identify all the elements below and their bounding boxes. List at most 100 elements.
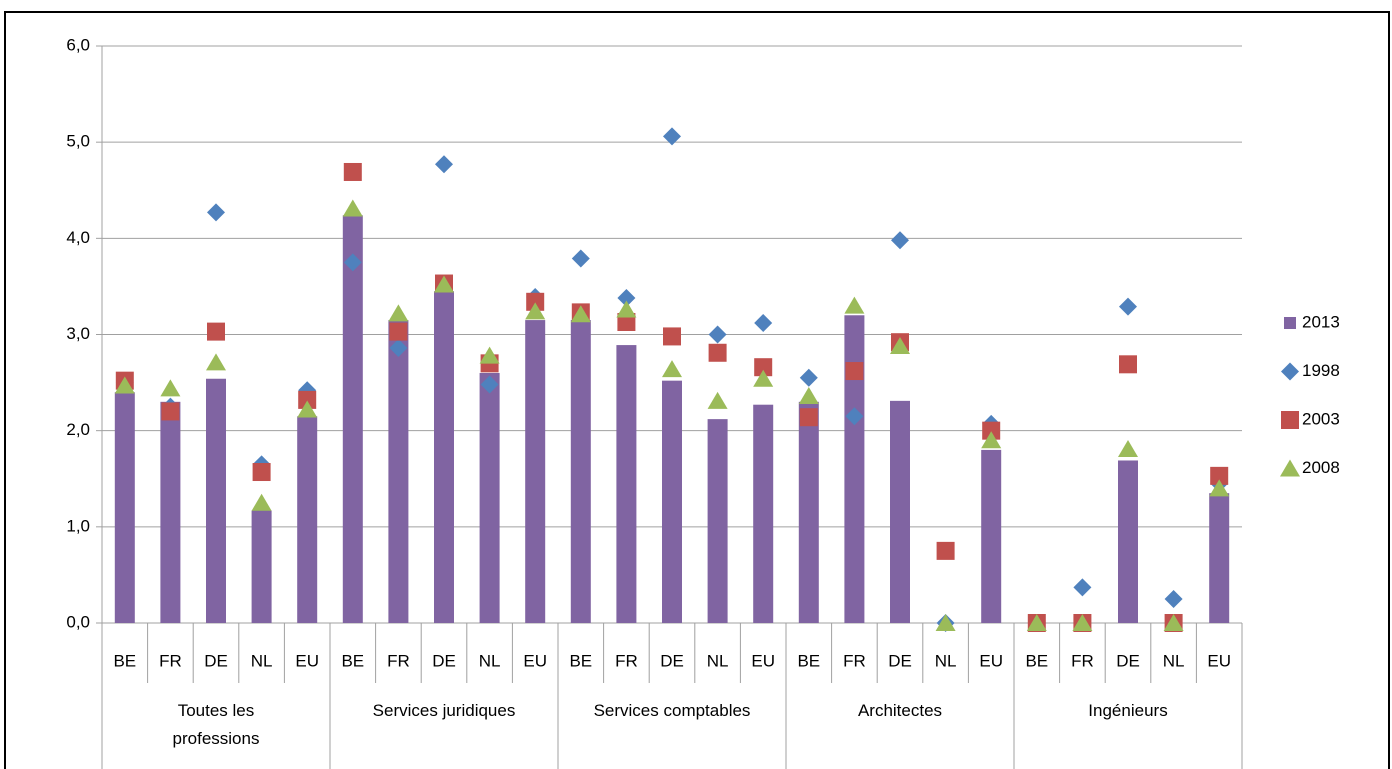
x-tick-label: FR	[387, 651, 410, 670]
marker	[1281, 411, 1299, 429]
y-tick-label: 6,0	[66, 35, 90, 54]
legend-label: 1998	[1302, 361, 1340, 380]
bar	[434, 291, 454, 623]
marker	[435, 155, 453, 174]
x-tick-label: EU	[751, 651, 775, 670]
y-tick-label: 2,0	[66, 420, 90, 439]
bar	[890, 400, 910, 623]
marker	[1026, 614, 1047, 631]
group-label: Ingénieurs	[1088, 701, 1168, 720]
y-tick-label: 3,0	[66, 324, 90, 343]
y-tick-label: 1,0	[66, 516, 90, 535]
x-tick-label: BE	[797, 651, 820, 670]
x-tick-label: DE	[432, 651, 456, 670]
marker	[1073, 578, 1092, 597]
x-tick-label: FR	[1071, 651, 1094, 670]
marker	[891, 231, 909, 250]
marker	[799, 408, 818, 427]
marker	[207, 203, 225, 222]
marker	[343, 162, 362, 181]
marker	[982, 421, 1001, 440]
bar	[251, 510, 272, 623]
marker	[890, 337, 910, 355]
bar	[753, 404, 774, 623]
bar	[160, 401, 181, 623]
marker	[480, 375, 499, 394]
group-label: Services juridiques	[372, 701, 516, 720]
bar	[798, 401, 819, 623]
marker	[1163, 614, 1184, 631]
marker	[707, 391, 728, 409]
x-tick-label: FR	[159, 651, 182, 670]
marker	[845, 362, 864, 381]
bar	[388, 320, 409, 623]
bar	[616, 345, 637, 623]
x-tick-label: DE	[888, 651, 912, 670]
x-tick-label: FR	[615, 651, 638, 670]
marker	[798, 387, 819, 405]
group-label: Services comptables	[593, 701, 751, 720]
x-tick-label: FR	[843, 651, 866, 670]
y-tick-label: 4,0	[66, 228, 90, 247]
marker	[1072, 614, 1093, 631]
marker	[708, 343, 727, 362]
marker	[389, 338, 408, 357]
bar	[844, 315, 865, 623]
marker	[161, 402, 180, 421]
bar	[707, 419, 728, 623]
x-tick-label: NL	[935, 651, 957, 670]
x-tick-label: BE	[569, 651, 592, 670]
x-tick-label: DE	[204, 651, 228, 670]
x-tick-label: NL	[1163, 651, 1185, 670]
marker	[754, 313, 773, 332]
marker	[388, 304, 409, 322]
group-label: Toutes les professions	[172, 701, 260, 748]
bar	[1118, 460, 1138, 623]
bar	[342, 215, 363, 623]
marker	[1119, 297, 1137, 316]
marker	[297, 400, 318, 418]
marker	[708, 325, 727, 344]
marker	[160, 379, 181, 397]
marker	[1118, 439, 1138, 457]
bar	[297, 416, 318, 623]
marker	[935, 614, 956, 631]
marker	[1280, 459, 1300, 477]
marker	[114, 376, 135, 394]
x-tick-label: NL	[479, 651, 501, 670]
x-tick-label: NL	[707, 651, 729, 670]
bar	[479, 372, 500, 623]
legend-label: 2013	[1302, 312, 1340, 331]
x-tick-label: DE	[1116, 651, 1140, 670]
x-tick-label: NL	[251, 651, 273, 670]
marker	[207, 322, 225, 341]
bar	[206, 378, 226, 623]
marker	[1119, 355, 1137, 374]
marker	[753, 369, 774, 387]
x-tick-label: BE	[341, 651, 364, 670]
x-tick-label: EU	[523, 651, 547, 670]
marker	[252, 463, 271, 482]
bar	[525, 320, 546, 623]
bar	[981, 449, 1002, 623]
legend-label: 2008	[1302, 458, 1340, 477]
marker	[845, 407, 864, 426]
marker	[525, 302, 546, 320]
y-tick-label: 5,0	[66, 132, 90, 151]
marker	[1164, 589, 1183, 608]
chart-border	[4, 11, 1390, 769]
marker	[663, 127, 681, 146]
marker	[844, 296, 865, 314]
x-tick-label: DE	[660, 651, 684, 670]
marker	[981, 431, 1002, 449]
marker	[1210, 466, 1229, 485]
marker	[799, 368, 818, 387]
marker	[479, 346, 500, 364]
marker	[616, 300, 637, 318]
marker	[526, 292, 545, 311]
marker	[434, 275, 454, 293]
x-tick-label: BE	[1025, 651, 1048, 670]
marker	[570, 305, 591, 323]
